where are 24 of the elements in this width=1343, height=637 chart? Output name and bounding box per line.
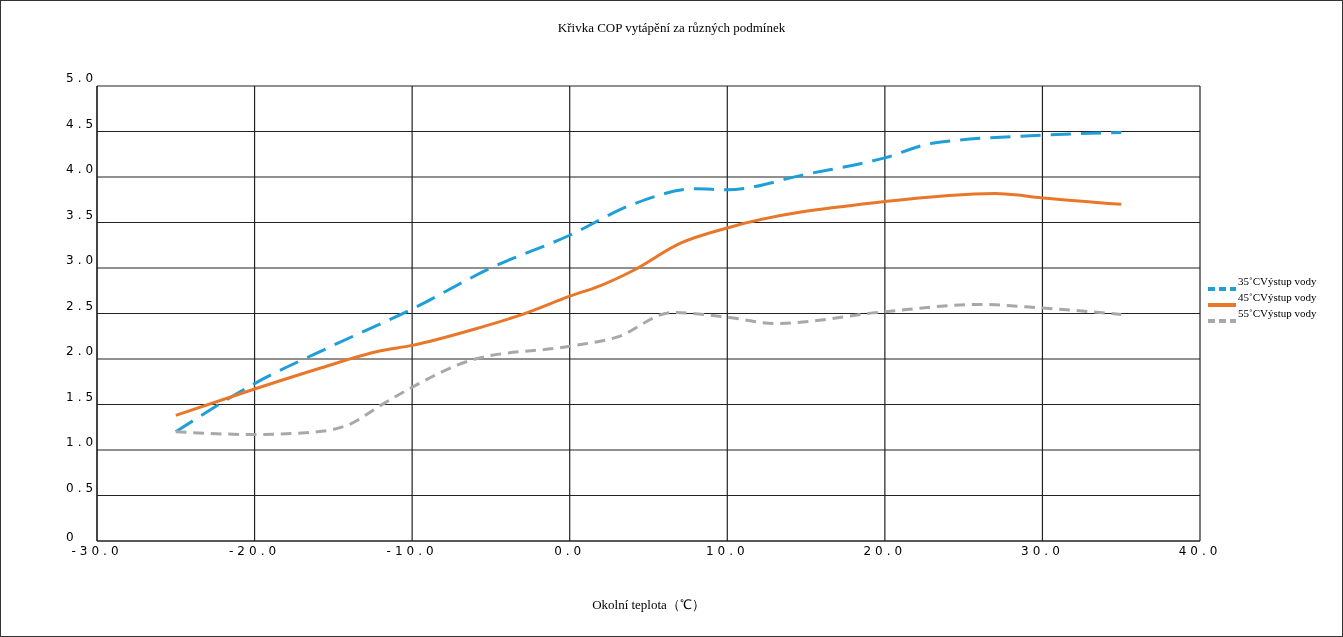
x-tick-label: 20.0 [863,544,907,558]
y-tick-label: 1.0 [66,435,98,449]
x-axis-title: Okolní teplota（℃） [592,597,705,612]
y-tick-label: 2.0 [66,344,98,358]
x-tick-label: 40.0 [1178,544,1222,558]
y-tick-label: 1.5 [66,389,98,404]
text: 35˚CVýstup vody [1238,275,1318,287]
y-tick-label: 4.0 [66,162,98,176]
y-tick-label: 4.5 [66,116,98,131]
y-tick-label: 3.0 [66,253,98,267]
y-tick-label: 0 [66,530,78,544]
x-tick-label: -10.0 [386,544,438,558]
y-tick-label: 2.5 [66,298,98,313]
x-tick-label: 30.0 [1021,544,1064,558]
text: 55˚CVýstup vody [1238,307,1318,319]
x-tick-label: 0.0 [554,544,586,558]
y-tick-label: 3.5 [66,207,98,222]
y-tick-label: 5.0 [66,71,98,85]
y-tick-label: 0.5 [66,480,98,495]
chart-title: Křivka COP vytápění za různých podmínek [557,20,786,35]
text: 45˚CVýstup vody [1238,291,1318,303]
x-tick-label: -20.0 [229,544,281,558]
x-tick-label: -30.0 [71,544,123,558]
x-tick-label: 10.0 [705,544,749,558]
